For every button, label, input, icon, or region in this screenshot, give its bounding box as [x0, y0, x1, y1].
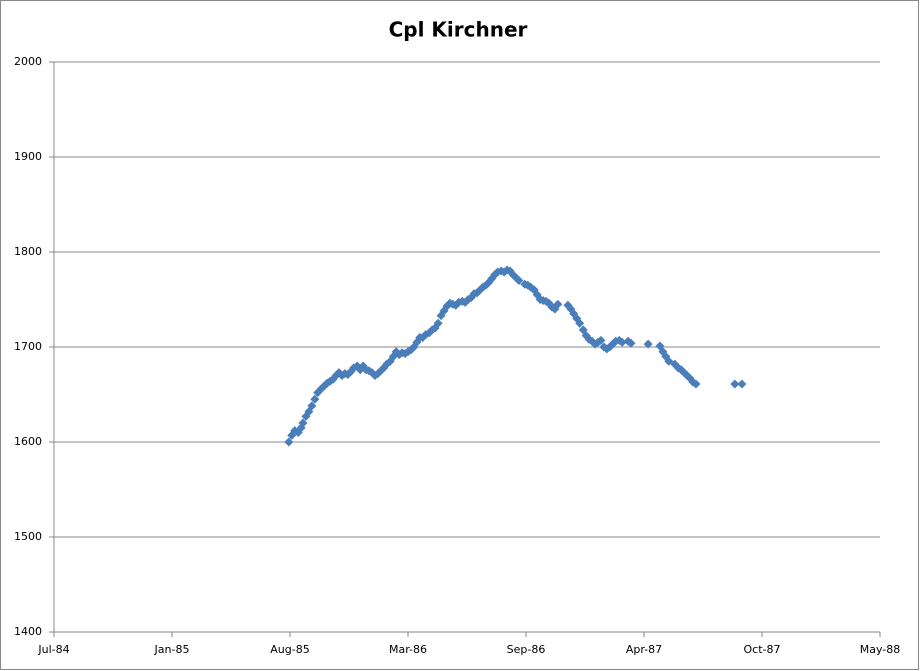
x-tick-label: Aug-85 [270, 643, 309, 656]
y-tick-label: 1800 [14, 245, 42, 258]
point [617, 337, 627, 347]
point [596, 335, 606, 345]
point [643, 339, 653, 349]
y-tick-label: 1400 [14, 625, 42, 638]
point [553, 299, 563, 309]
y-tick-label: 1700 [14, 340, 42, 353]
y-tick-label: 1500 [14, 530, 42, 543]
point [433, 318, 443, 328]
point [730, 379, 740, 389]
point [514, 276, 524, 285]
point [307, 401, 317, 411]
y-tick-label: 1900 [14, 150, 42, 163]
point [298, 418, 308, 428]
point [284, 437, 294, 447]
x-tick-label: May-88 [860, 643, 901, 656]
x-tick-label: Jan-85 [154, 643, 190, 656]
chart-title: Cpl Kirchner [389, 18, 528, 42]
x-tick-label: Oct-87 [744, 643, 781, 656]
y-tick-label: 1600 [14, 435, 42, 448]
point [737, 379, 747, 389]
point [626, 338, 636, 348]
point [691, 379, 701, 389]
x-tick-label: Mar-86 [389, 643, 427, 656]
point [575, 318, 585, 328]
y-tick-label: 2000 [14, 55, 42, 68]
x-tick-label: Jul-84 [37, 643, 69, 656]
x-tick-label: Sep-86 [507, 643, 546, 656]
x-tick-label: Apr-87 [626, 643, 662, 656]
point [310, 394, 320, 404]
